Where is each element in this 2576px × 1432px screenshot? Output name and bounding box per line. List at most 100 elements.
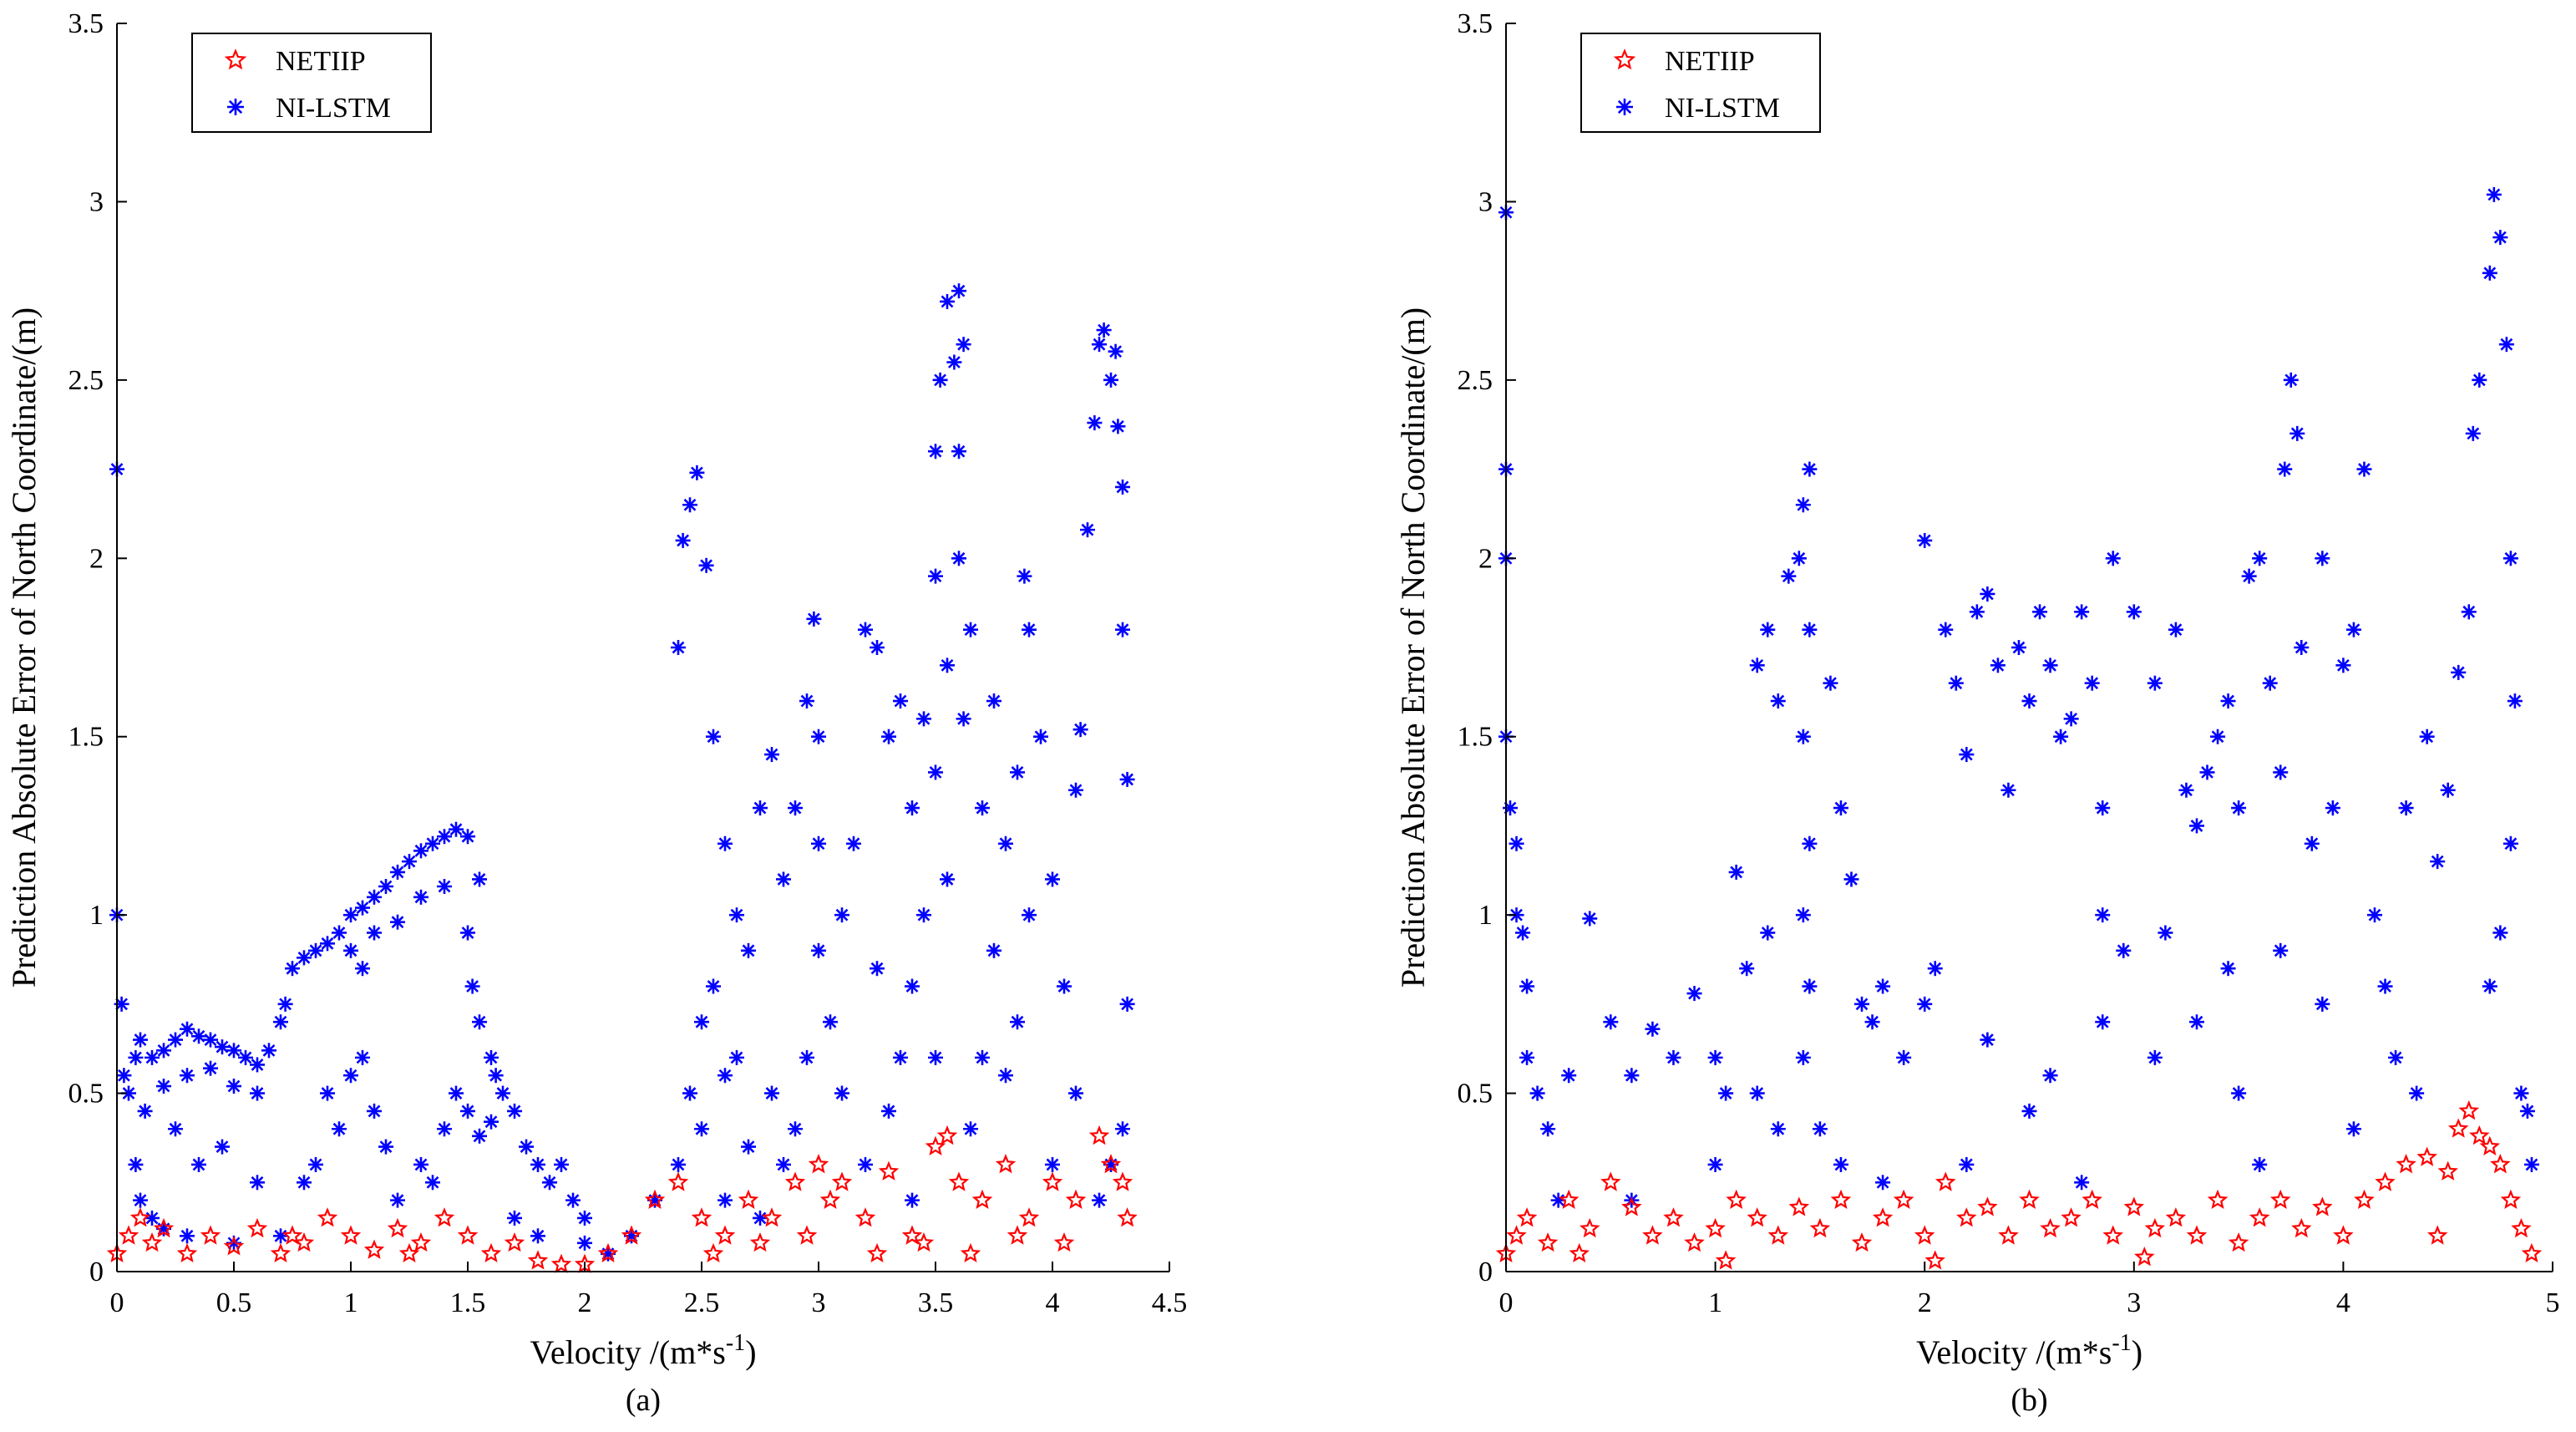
data-point-nilstm (133, 1032, 148, 1048)
data-point-nilstm (308, 1156, 323, 1172)
data-point-netiip (2207, 1189, 2229, 1210)
y-tick-label: 3 (89, 186, 104, 217)
data-point-nilstm (1802, 835, 1818, 851)
x-tick-label: 4 (2336, 1287, 2350, 1318)
y-tick-label: 0.5 (1458, 1079, 1493, 1110)
data-point-netiip (854, 1207, 876, 1227)
data-point-nilstm (1760, 622, 1776, 637)
data-point-netiip (1851, 1232, 1873, 1252)
data-point-nilstm (823, 1014, 838, 1030)
data-point-nilstm (2502, 551, 2518, 566)
data-point-nilstm (1092, 1192, 1107, 1208)
legend: NETIIP NI-LSTM (1580, 33, 1821, 133)
data-point-netiip (1621, 1196, 1642, 1216)
data-point-nilstm (2345, 622, 2361, 637)
data-point-nilstm (776, 871, 791, 887)
data-point-nilstm (378, 878, 393, 894)
data-point-nilstm (1080, 522, 1095, 538)
data-point-nilstm (367, 925, 382, 941)
data-point-netiip (1872, 1207, 1894, 1227)
data-point-netiip (2500, 1189, 2522, 1210)
data-point-netiip (2469, 1125, 2490, 1145)
x-tick-label: 2 (1918, 1287, 1932, 1318)
data-point-nilstm (2158, 925, 2173, 941)
data-point-nilstm (1938, 622, 1954, 637)
data-point-nilstm (180, 1021, 195, 1037)
data-point-nilstm (2241, 568, 2257, 584)
data-point-nilstm (519, 1139, 534, 1155)
data-point-nilstm (753, 800, 768, 816)
data-point-netiip (1642, 1225, 1663, 1245)
data-point-nilstm (1092, 337, 1107, 353)
data-point-nilstm (2498, 337, 2514, 353)
data-point-netiip (398, 1242, 420, 1262)
scatter-panel-b: 0 1 2 3 4 5 0 0.5 1 1.5 2 2.5 3 3.5 Velocity /(m*s-1) P… (1394, 8, 2560, 1418)
data-point-nilstm (2021, 1103, 2037, 1119)
data-point-nilstm (2168, 622, 2183, 637)
scatter-panel-a: 0 0.5 1 1.5 2 2.5 3 3.5 4 4.5 0 0.5 1 1.5 2 2.5 3 3.5 Velo… (5, 8, 1187, 1418)
data-point-nilstm (729, 1049, 744, 1065)
data-point-netiip (1569, 1242, 1590, 1262)
data-point-netiip (971, 1189, 993, 1210)
data-point-netiip (223, 1236, 245, 1256)
data-point-nilstm (788, 800, 803, 816)
data-point-nilstm (1707, 1049, 1723, 1065)
data-point-netiip (1935, 1171, 1956, 1191)
data-point-nilstm (437, 878, 452, 894)
data-point-netiip (2134, 1247, 2155, 1267)
data-point-nilstm (893, 1049, 908, 1065)
data-point-nilstm (2147, 1049, 2163, 1065)
y-tick-label: 2 (89, 543, 104, 574)
data-point-nilstm (250, 1085, 265, 1101)
data-point-nilstm (215, 1039, 230, 1055)
data-point-netiip (714, 1225, 736, 1245)
data-point-nilstm (2451, 664, 2467, 680)
data-point-netiip (1558, 1189, 1580, 1210)
data-point-nilstm (975, 800, 990, 816)
data-point-nilstm (472, 871, 487, 887)
data-point-nilstm (975, 1049, 990, 1065)
data-point-nilstm (128, 1156, 144, 1172)
data-point-nilstm (1795, 907, 1811, 923)
data-point-nilstm (437, 1121, 452, 1137)
data-point-nilstm (2304, 835, 2320, 851)
data-point-nilstm (116, 1068, 132, 1084)
data-point-nilstm (1110, 419, 1126, 434)
data-point-netiip (2396, 1154, 2416, 1174)
data-point-nilstm (1624, 1068, 1640, 1084)
data-point-nilstm (1980, 1032, 1995, 1048)
data-point-nilstm (2095, 800, 2111, 816)
data-point-netiip (363, 1239, 385, 1259)
data-point-netiip (270, 1242, 292, 1262)
data-point-nilstm (1096, 322, 1112, 338)
data-point-nilstm (2486, 186, 2502, 202)
data-point-nilstm (956, 337, 971, 353)
data-point-nilstm (1603, 1014, 1619, 1030)
data-point-nilstm (1119, 771, 1135, 787)
data-point-nilstm (799, 693, 814, 709)
data-point-netiip (819, 1189, 841, 1210)
data-point-netiip (246, 1217, 268, 1238)
data-point-netiip (176, 1242, 198, 1262)
data-point-nilstm (963, 1121, 978, 1137)
data-point-nilstm (2513, 1085, 2529, 1101)
data-point-netiip (2447, 1118, 2469, 1138)
data-point-nilstm (277, 996, 293, 1012)
data-point-nilstm (1068, 1085, 1083, 1101)
data-point-netiip (925, 1135, 946, 1156)
data-point-nilstm (1812, 1121, 1828, 1137)
data-point-netiip (200, 1225, 221, 1245)
legend-marker-nilstm (227, 99, 244, 115)
data-point-nilstm (2283, 372, 2299, 388)
data-point-nilstm (413, 1156, 428, 1172)
data-point-nilstm (1833, 800, 1848, 816)
data-point-nilstm (2482, 978, 2497, 994)
data-point-nilstm (946, 354, 962, 370)
data-point-nilstm (2388, 1049, 2404, 1065)
data-point-nilstm (2492, 230, 2508, 246)
data-point-nilstm (226, 1079, 241, 1094)
data-point-nilstm (811, 942, 826, 958)
data-point-nilstm (460, 925, 475, 941)
data-point-nilstm (1802, 978, 1818, 994)
data-point-nilstm (1854, 996, 1870, 1012)
